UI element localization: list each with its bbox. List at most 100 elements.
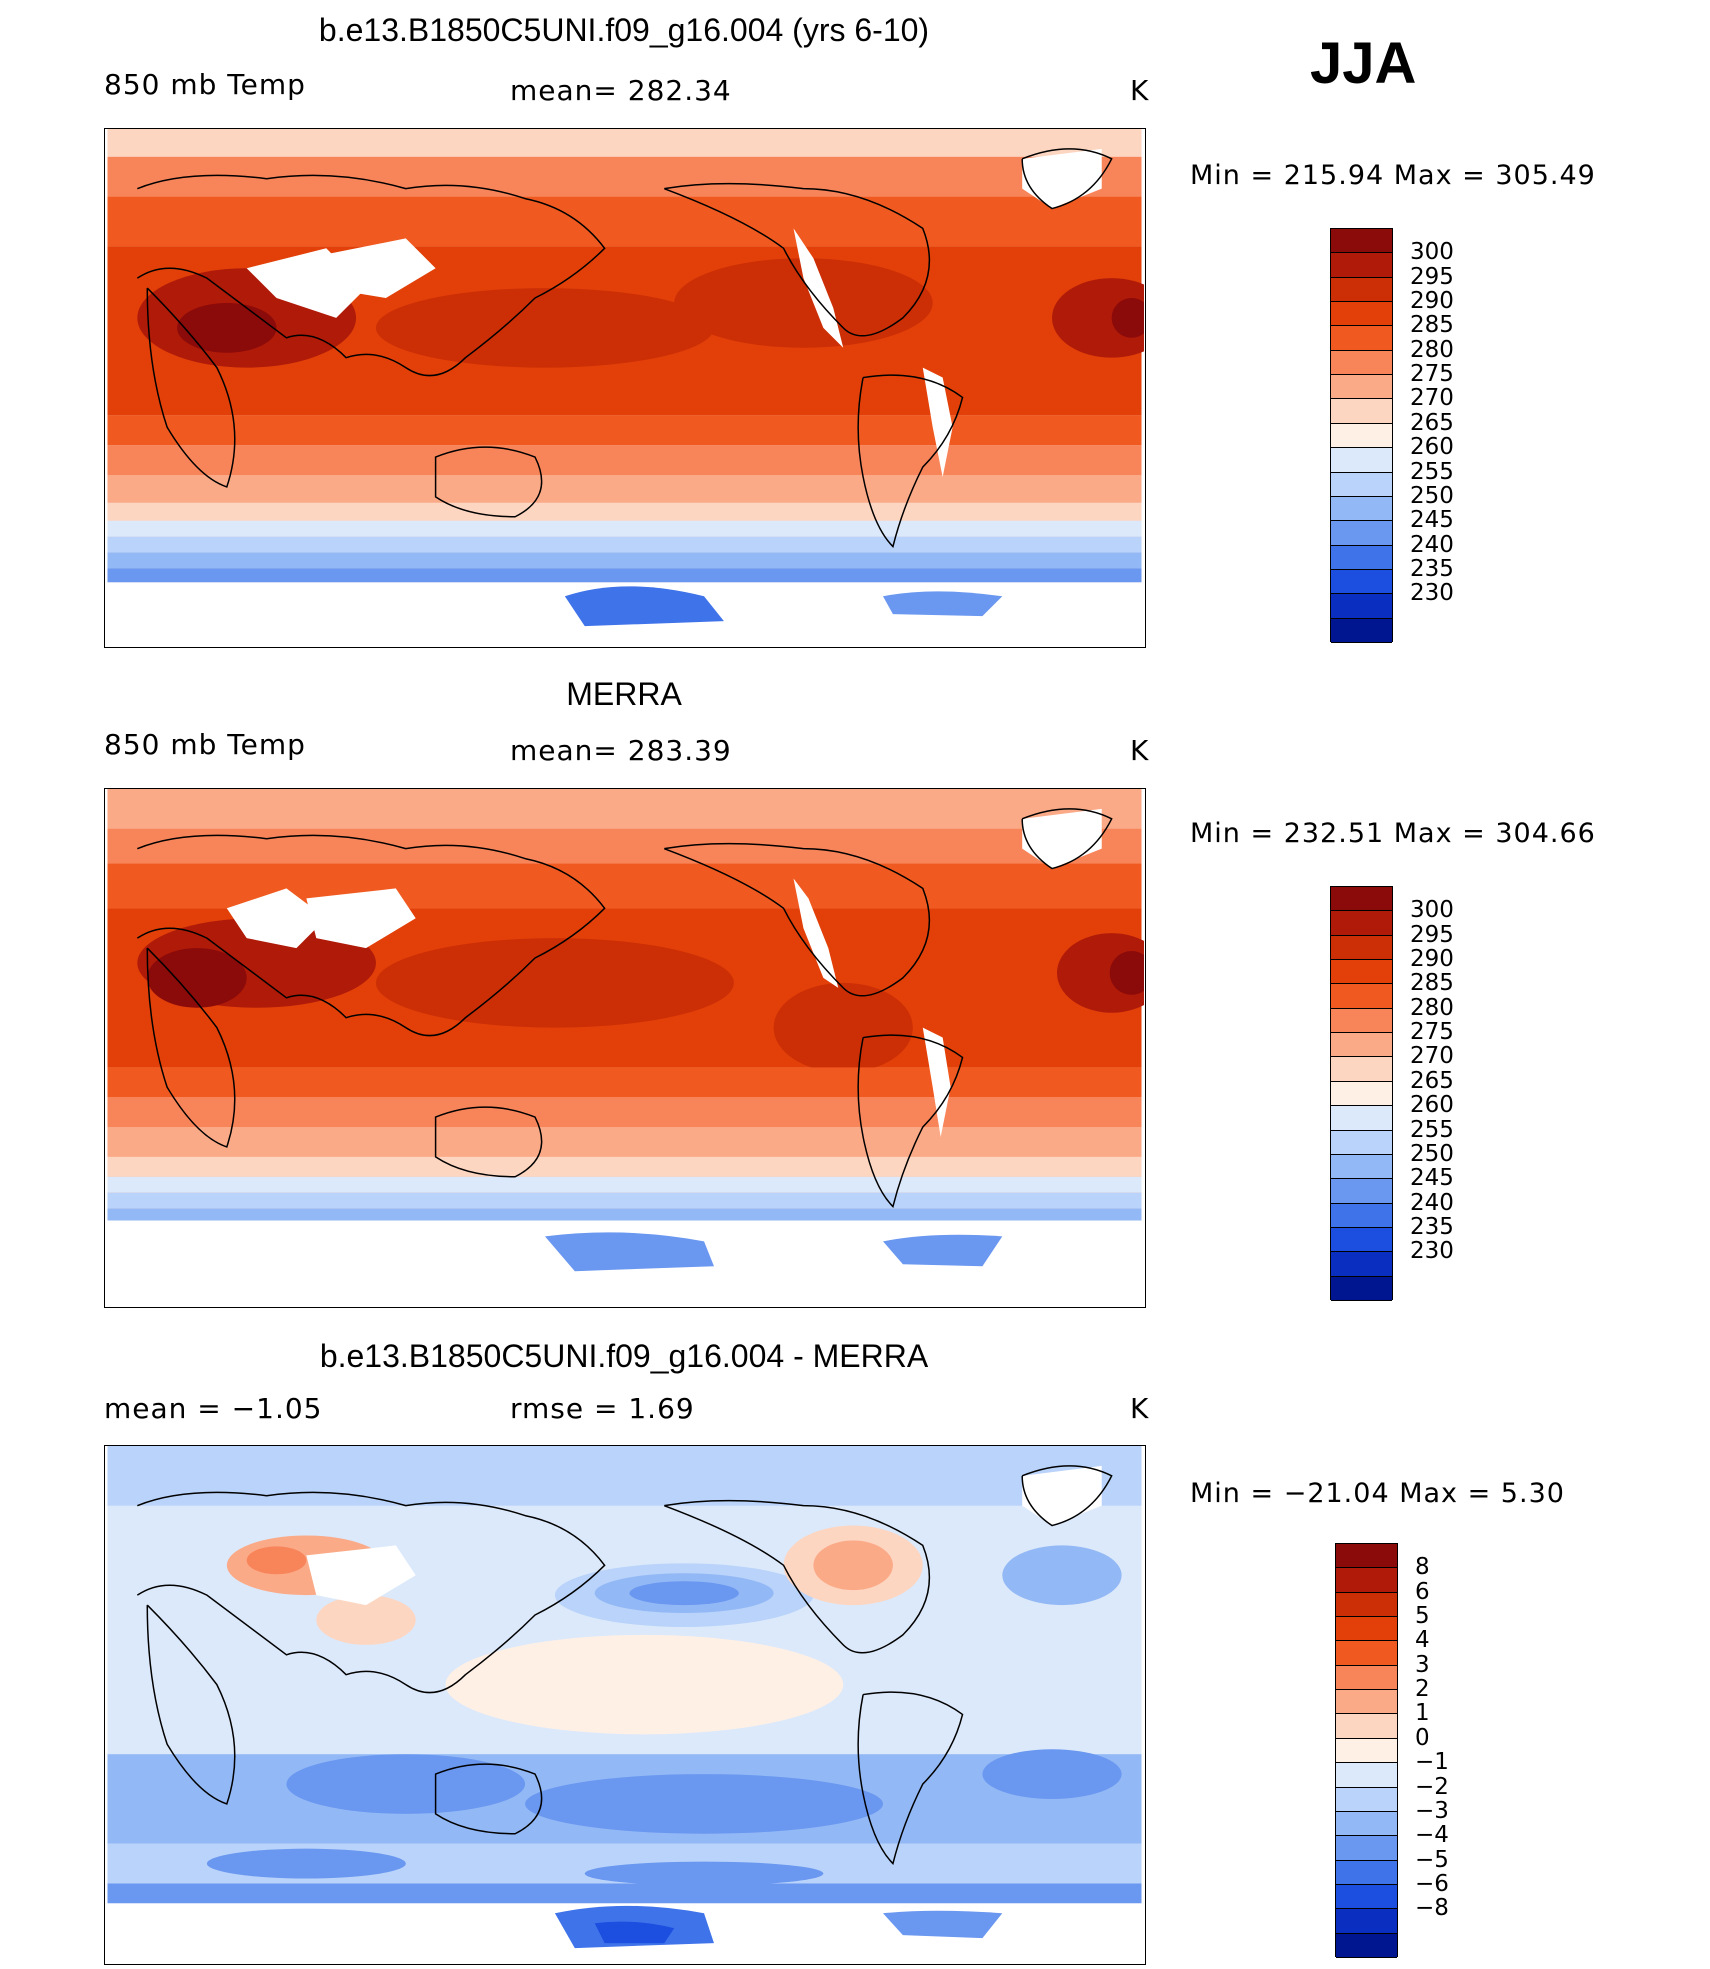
colorbar-swatch: [1331, 423, 1392, 449]
colorbar-tick-label: 0: [1415, 1724, 1430, 1751]
colorbar-swatch: [1331, 960, 1392, 985]
colorbar-swatch: [1336, 1714, 1397, 1739]
colorbar-tick-label: 235: [1410, 1213, 1454, 1240]
panel-1-variable-label: 850 mb Temp: [104, 68, 306, 101]
colorbar-swatch: [1331, 887, 1392, 912]
colorbar-swatch: [1336, 1690, 1397, 1715]
colorbar-swatch: [1336, 1933, 1397, 1958]
panel-3-mean-label: mean = −1.05: [104, 1392, 323, 1425]
panel-3-colorbar: 8 6 5 4 3 2 1 0 −1 −2 −3 −4 −5 −6 −8: [1335, 1543, 1495, 1958]
colorbar-swatch: [1336, 1811, 1397, 1837]
colorbar-swatch: [1331, 1008, 1392, 1034]
panel-2-colorbar-swatches: [1330, 886, 1393, 1301]
colorbar-tick-label: 265: [1410, 409, 1454, 436]
colorbar-swatch: [1331, 302, 1392, 327]
colorbar-tick-label: −4: [1415, 1822, 1449, 1849]
colorbar-swatch: [1331, 1252, 1392, 1277]
colorbar-swatch: [1336, 1617, 1397, 1642]
colorbar-swatch: [1331, 1203, 1392, 1228]
colorbar-swatch: [1331, 569, 1392, 595]
colorbar-swatch: [1331, 229, 1392, 254]
colorbar-swatch: [1331, 545, 1392, 570]
colorbar-tick-label: 300: [1410, 897, 1454, 924]
colorbar-tick-label: 250: [1410, 482, 1454, 509]
colorbar-swatch: [1336, 1787, 1397, 1812]
colorbar-swatch: [1331, 253, 1392, 278]
colorbar-swatch: [1331, 277, 1392, 303]
colorbar-tick-label: 270: [1410, 1043, 1454, 1070]
colorbar-tick-label: 255: [1410, 1116, 1454, 1143]
colorbar-swatch: [1336, 1592, 1397, 1618]
colorbar-tick-label: 245: [1410, 1165, 1454, 1192]
colorbar-tick-label: 285: [1410, 312, 1454, 339]
panel-2-mean-label: mean= 283.39: [510, 734, 732, 767]
panel-1-title: b.e13.B1850C5UNI.f09_g16.004 (yrs 6-10): [318, 12, 930, 48]
colorbar-tick-label: −2: [1415, 1773, 1449, 1800]
colorbar-tick-label: 4: [1415, 1627, 1430, 1654]
colorbar-tick-label: 285: [1410, 970, 1454, 997]
colorbar-swatch: [1331, 1106, 1392, 1131]
colorbar-tick-label: 295: [1410, 263, 1454, 290]
colorbar-tick-label: −6: [1415, 1870, 1449, 1897]
colorbar-tick-label: 260: [1410, 434, 1454, 461]
colorbar-swatch: [1331, 1227, 1392, 1253]
panel-2-map-svg: [107, 789, 1144, 1306]
panel-1-map-svg: [107, 129, 1144, 646]
colorbar-swatch: [1331, 1276, 1392, 1301]
panel-2-variable-label: 850 mb Temp: [104, 728, 306, 761]
colorbar-swatch: [1331, 911, 1392, 936]
colorbar-swatch: [1336, 1568, 1397, 1593]
colorbar-swatch: [1331, 496, 1392, 522]
colorbar-tick-label: 275: [1410, 361, 1454, 388]
colorbar-swatch: [1331, 594, 1392, 619]
colorbar-tick-label: 230: [1410, 1238, 1454, 1265]
panel-3-map: [104, 1445, 1146, 1965]
colorbar-swatch: [1336, 1836, 1397, 1861]
colorbar-swatch: [1331, 1057, 1392, 1082]
colorbar-tick-label: 255: [1410, 458, 1454, 485]
colorbar-tick-label: 290: [1410, 946, 1454, 973]
colorbar-tick-label: 290: [1410, 288, 1454, 315]
colorbar-tick-label: 235: [1410, 555, 1454, 582]
colorbar-tick-label: 240: [1410, 531, 1454, 558]
colorbar-swatch: [1331, 350, 1392, 376]
colorbar-swatch: [1331, 375, 1392, 400]
panel-3-minmax: Min = −21.04 Max = 5.30: [1190, 1478, 1565, 1509]
panel-3-title: b.e13.B1850C5UNI.f09_g16.004 - MERRA: [319, 1338, 929, 1374]
colorbar-tick-label: 240: [1410, 1189, 1454, 1216]
colorbar-tick-label: −3: [1415, 1797, 1449, 1824]
colorbar-swatch: [1331, 472, 1392, 497]
colorbar-tick-label: 295: [1410, 921, 1454, 948]
colorbar-swatch: [1336, 1909, 1397, 1934]
colorbar-tick-label: −1: [1415, 1749, 1449, 1776]
colorbar-swatch: [1331, 618, 1392, 643]
colorbar-swatch: [1331, 1154, 1392, 1180]
panel-1-colorbar-swatches: [1330, 228, 1393, 643]
panel-3-map-svg: [107, 1446, 1142, 1963]
colorbar-tick-label: 300: [1410, 239, 1454, 266]
colorbar-swatch: [1336, 1738, 1397, 1764]
panel-3-rmse-label: rmse = 1.69: [510, 1392, 695, 1425]
colorbar-tick-label: 280: [1410, 336, 1454, 363]
panel-1-mean-label: mean= 282.34: [510, 74, 732, 107]
colorbar-swatch: [1336, 1544, 1397, 1569]
colorbar-swatch: [1336, 1665, 1397, 1691]
panel-3-units-label: K: [1130, 1392, 1150, 1425]
panel-3-colorbar-swatches: [1335, 1543, 1398, 1958]
colorbar-tick-label: 1: [1415, 1700, 1430, 1727]
colorbar-swatch: [1336, 1763, 1397, 1788]
panel-2-title: MERRA: [566, 676, 682, 712]
panel-2-minmax: Min = 232.51 Max = 304.66: [1190, 818, 1596, 849]
colorbar-tick-label: 280: [1410, 994, 1454, 1021]
colorbar-swatch: [1331, 984, 1392, 1009]
colorbar-swatch: [1331, 1081, 1392, 1107]
panel-2-colorbar: 300 295 290 285 280 275 270 265 260 255 250 245 240 2…: [1330, 886, 1490, 1301]
panel-1-units-label: K: [1130, 74, 1150, 107]
panel-1-colorbar: 300 295 290 285 280 275 270 265 260 255 250 245 240 2…: [1330, 228, 1490, 643]
colorbar-tick-label: 250: [1410, 1140, 1454, 1167]
colorbar-swatch: [1331, 448, 1392, 473]
colorbar-tick-label: 8: [1415, 1554, 1430, 1581]
colorbar-swatch: [1331, 935, 1392, 961]
panel-2-units-label: K: [1130, 734, 1150, 767]
colorbar-tick-label: 6: [1415, 1578, 1430, 1605]
